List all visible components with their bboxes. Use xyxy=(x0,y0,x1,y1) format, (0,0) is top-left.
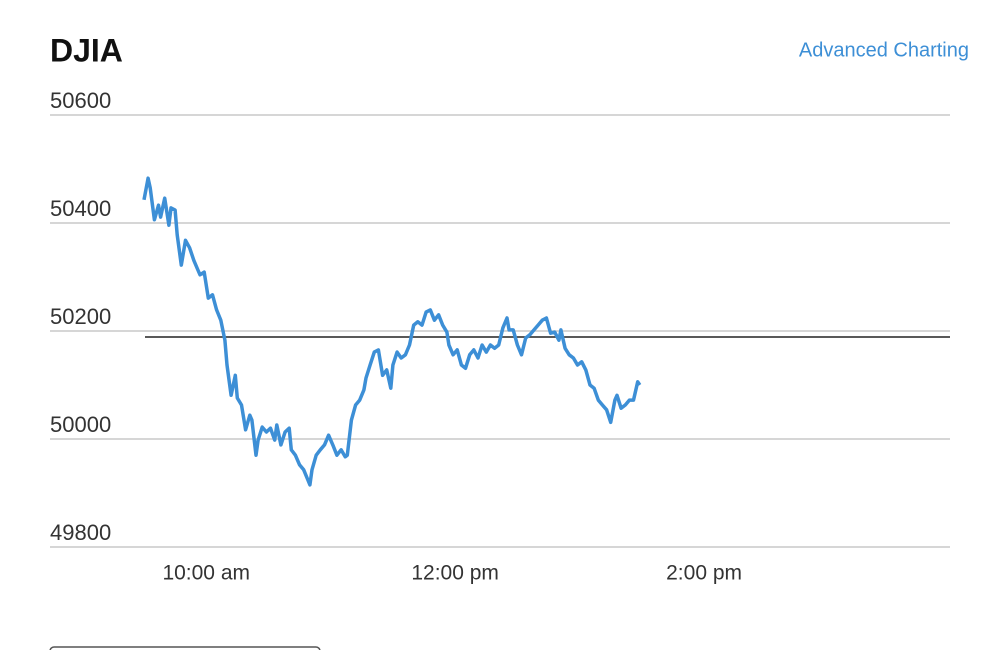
x-tick-label: 10:00 am xyxy=(162,562,250,585)
y-tick-label: 50400 xyxy=(50,196,111,221)
y-tick-label: 50600 xyxy=(50,88,111,113)
control-box xyxy=(49,646,321,655)
title: DJIA xyxy=(50,32,123,68)
y-tick-label: 49800 xyxy=(50,520,111,545)
price-line xyxy=(142,176,642,487)
y-tick-label: 50000 xyxy=(50,412,111,437)
y-tick-label: 50200 xyxy=(50,304,111,329)
x-tick-label: 12:00 pm xyxy=(411,562,499,585)
x-tick-label: 2:00 pm xyxy=(666,562,742,585)
advanced-charting-link[interactable]: Advanced Charting xyxy=(799,39,969,61)
